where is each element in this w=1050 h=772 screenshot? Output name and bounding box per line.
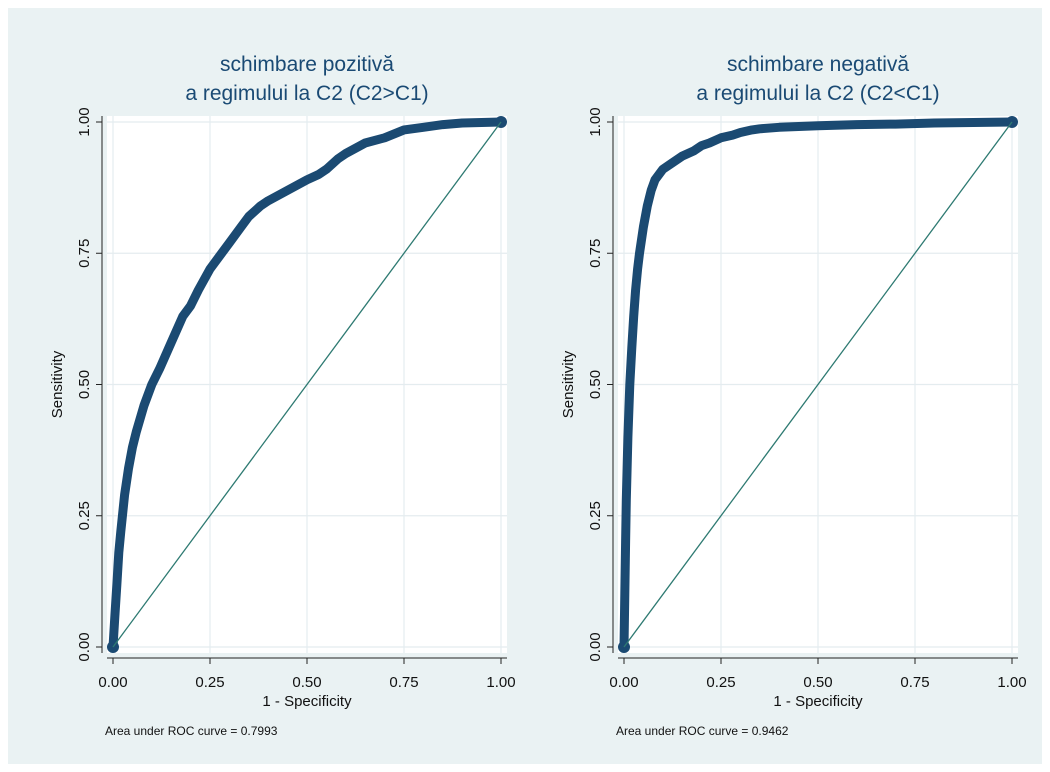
chart-title-line-1: schimbare negativă — [727, 53, 909, 76]
y-tick-label: 0.75 — [587, 239, 604, 268]
x-axis-title: 1 - Specificity — [262, 693, 352, 710]
auc-note: Area under ROC curve = 0.7993 — [105, 724, 278, 738]
x-tick-label: 0.50 — [803, 674, 832, 691]
chart-title-line-1: schimbare pozitivă — [220, 53, 394, 76]
x-tick-label: 0.25 — [706, 674, 735, 691]
y-tick-label: 0.00 — [76, 632, 93, 661]
chart-title-line-2: a regimului la C2 (C2<C1) — [696, 82, 939, 105]
y-axis-title: Sensitivity — [560, 350, 577, 418]
reference-line — [112, 121, 502, 648]
y-tick-label: 0.50 — [76, 370, 93, 399]
y-tick-label: 0.25 — [76, 501, 93, 530]
x-tick-label: 0.75 — [900, 674, 929, 691]
roc-chart-2: 0.00 0.25 0.50 0.75 1.00 0.00 0.25 0.50 0.75 1.00… — [560, 53, 1027, 738]
y-tick-label: 0.00 — [587, 632, 604, 661]
roc-curve — [619, 117, 1017, 652]
y-tick-label: 1.00 — [76, 107, 93, 136]
y-tick-label: 0.50 — [587, 370, 604, 399]
x-tick-label: 1.00 — [486, 674, 515, 691]
x-tick-label: 0.50 — [292, 674, 321, 691]
x-tick-label: 1.00 — [997, 674, 1026, 691]
auc-note: Area under ROC curve = 0.9462 — [616, 724, 789, 738]
y-tick-label: 0.75 — [76, 239, 93, 268]
x-tick-label: 0.75 — [389, 674, 418, 691]
y-tick-label: 0.25 — [587, 501, 604, 530]
x-tick-label: 0.25 — [195, 674, 224, 691]
y-axis-title: Sensitivity — [49, 350, 66, 418]
x-tick-label: 0.00 — [609, 674, 638, 691]
x-tick-label: 0.00 — [98, 674, 127, 691]
x-axis-title: 1 - Specificity — [773, 693, 863, 710]
roc-curve — [108, 117, 506, 652]
roc-chart-1: 0.00 0.25 0.50 0.75 1.00 0.00 0.25 0.50 0.75 1.00… — [49, 53, 516, 738]
chart-title-line-2: a regimului la C2 (C2>C1) — [185, 82, 428, 105]
reference-line — [623, 121, 1013, 648]
y-tick-label: 1.00 — [587, 107, 604, 136]
